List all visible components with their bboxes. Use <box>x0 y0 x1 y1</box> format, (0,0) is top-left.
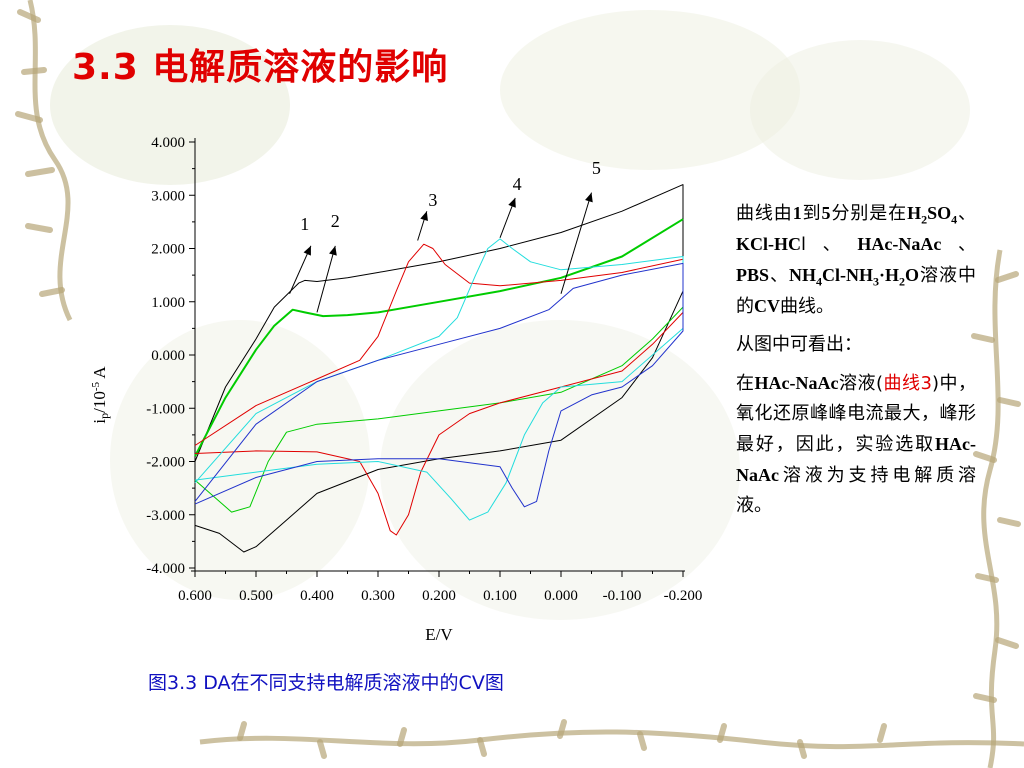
annotation-label-1: 1 <box>300 214 309 234</box>
y-tick-label: -3.000 <box>146 508 185 524</box>
y-axis-label-rest: /10 <box>90 391 109 413</box>
x-tick-label: -0.100 <box>603 588 642 604</box>
annotation-label-5: 5 <box>592 158 601 178</box>
series-line-3 <box>194 306 684 513</box>
x-tick-label: -0.200 <box>664 588 703 604</box>
chart-annotations: 1 2 3 4 5 <box>289 158 601 313</box>
y-axis-label-main: i <box>90 419 109 424</box>
y-tick-label: 0.000 <box>151 348 185 364</box>
annotation-arrowhead-3 <box>420 211 428 222</box>
y-tick-label: 2.000 <box>151 242 185 258</box>
series-line-5 <box>194 238 684 521</box>
annotation-arrow-2 <box>316 245 336 313</box>
series-line-4 <box>194 243 684 536</box>
series-line-1 <box>194 184 684 553</box>
x-tick-label: 0.600 <box>178 588 212 604</box>
x-tick-label: 0.300 <box>361 588 395 604</box>
y-tick-label: 3.000 <box>151 188 185 204</box>
figure-caption: 图3.3 DA在不同支持电解质溶液中的CV图 <box>148 672 504 694</box>
annotation-label-2: 2 <box>331 211 340 231</box>
chart-series <box>194 184 684 553</box>
annotation-label-3: 3 <box>428 190 437 210</box>
annotation-arrowhead-2 <box>329 245 337 256</box>
y-axis-label-unit: A <box>90 366 109 382</box>
description-paragraph-3: 在HAc-NaAc溶液(曲线3)中，氧化还原峰峰电流最大，峰形最好，因此，实验选… <box>736 373 976 516</box>
y-tick-label: 1.000 <box>151 295 185 311</box>
x-axis-label: E/V <box>425 625 453 644</box>
description-paragraph-2: 从图中可看出： <box>736 334 862 355</box>
annotation-arrowhead-5 <box>585 192 593 203</box>
x-tick-label: 0.200 <box>422 588 456 604</box>
series-line-6 <box>194 262 684 508</box>
y-tick-label: -1.000 <box>146 401 185 417</box>
x-tick-label: 0.400 <box>300 588 334 604</box>
y-axis-label-sub: p <box>97 413 111 419</box>
series-line-2 <box>194 218 684 457</box>
y-tick-label: -2.000 <box>146 455 185 471</box>
x-tick-label: 0.000 <box>544 588 578 604</box>
annotation-arrowhead-1 <box>303 245 311 256</box>
annotation-label-4: 4 <box>513 174 522 194</box>
y-axis-label-exp: -5 <box>90 381 102 391</box>
annotation-arrowhead-4 <box>508 197 516 208</box>
cv-chart: 0.600 0.500 0.400 0.300 0.200 0.100 0.000 -0.10… <box>90 135 702 644</box>
description-paragraph-1: 曲线由1到5分别是在H2SO4、 KCl-HCl、HAc-NaAc、 PBS、N… <box>736 203 977 317</box>
chart-axes: 0.600 0.500 0.400 0.300 0.200 0.100 0.000 -0.10… <box>146 135 702 604</box>
y-axis-label: ip/10-5 A <box>90 366 111 424</box>
slide-title: 3.3 电解质溶液的影响 <box>72 47 449 88</box>
annotation-arrow-5 <box>560 192 592 294</box>
y-tick-label: -4.000 <box>146 561 185 577</box>
x-tick-label: 0.100 <box>483 588 517 604</box>
x-tick-label: 0.500 <box>239 588 273 604</box>
description-text: 曲线由1到5分别是在H2SO4、 KCl-HCl、HAc-NaAc、 PBS、N… <box>736 198 976 529</box>
y-tick-label: 4.000 <box>151 135 185 151</box>
